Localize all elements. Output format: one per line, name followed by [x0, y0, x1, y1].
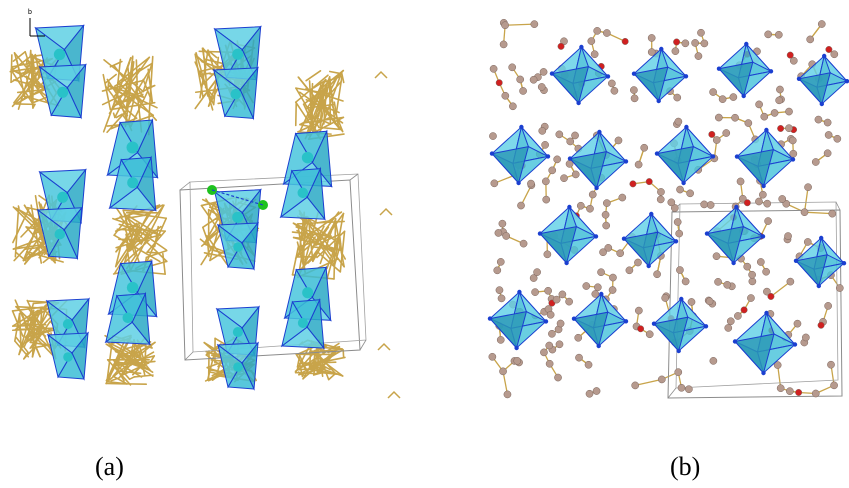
crystal-packing-a: b — [9, 9, 401, 399]
axis-label-b: b — [28, 9, 32, 16]
octahedra-b — [487, 41, 849, 376]
caption-a: (a) — [95, 452, 124, 481]
crystal-packing-b — [487, 18, 849, 399]
structure-panel-a: b — [0, 0, 410, 415]
tetrahedra-a — [34, 23, 333, 391]
axis-indicator: b — [28, 9, 45, 37]
structure-panel-b — [480, 0, 849, 415]
caption-b: (b) — [670, 452, 701, 481]
